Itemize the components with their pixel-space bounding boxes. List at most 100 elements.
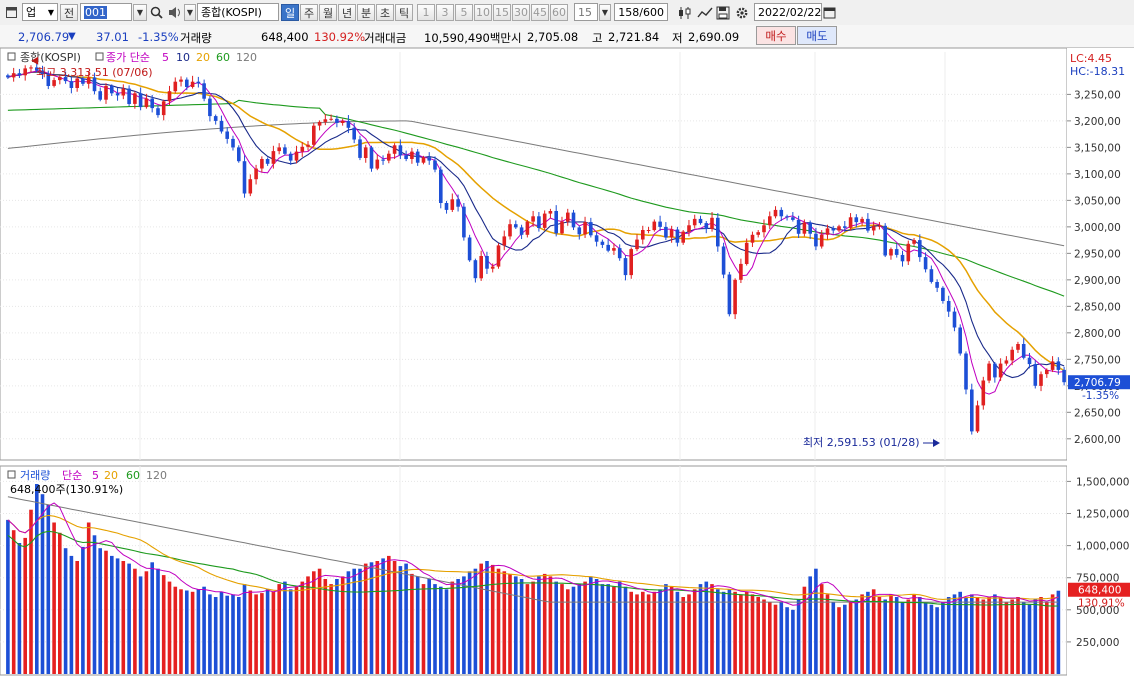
candle-body: [998, 363, 1003, 378]
volume-legend-5: 5: [92, 469, 99, 482]
candle-body: [156, 108, 160, 116]
prev-button[interactable]: 전: [60, 4, 78, 21]
volume-bar: [687, 594, 691, 674]
interval-button-1[interactable]: 1: [417, 4, 435, 21]
volume-bar: [415, 576, 420, 674]
volume-bar: [496, 568, 501, 674]
volume-bar: [29, 509, 33, 674]
save-icon[interactable]: [714, 4, 731, 21]
volume-bar: [254, 594, 258, 674]
max-annotation: 최고 3,313.51 (07/06): [36, 66, 153, 79]
volume-bar: [265, 589, 270, 674]
candle-body: [993, 363, 997, 378]
buy-button[interactable]: 매수: [756, 26, 796, 45]
candle-body: [762, 225, 766, 233]
volume-bar: [675, 591, 680, 674]
volume-bar: [156, 568, 160, 674]
volume-bar: [456, 579, 460, 674]
interval-button-3[interactable]: 3: [436, 4, 454, 21]
candlestick-icon[interactable]: [676, 4, 693, 21]
volume-bar: [121, 561, 126, 674]
candle-body: [92, 77, 97, 92]
code-input[interactable]: 001: [80, 3, 132, 21]
volume-bar: [808, 576, 812, 674]
candle-body: [554, 211, 558, 234]
volume-bar: [110, 555, 114, 674]
search-icon[interactable]: [148, 4, 165, 21]
amount-value: 10,590,490백만: [424, 31, 512, 45]
interval-button-5[interactable]: 5: [455, 4, 473, 21]
candle-body: [519, 227, 524, 235]
stock-name-field[interactable]: 종합(KOSPI): [197, 3, 279, 21]
volume-bar: [779, 602, 784, 674]
volume-bar: [819, 584, 824, 674]
candle-body: [404, 155, 408, 159]
candle-body: [254, 168, 258, 180]
calendar-icon[interactable]: [821, 4, 838, 21]
volume-bar: [773, 604, 778, 674]
candle-body: [935, 282, 939, 288]
interval-button-45[interactable]: 45: [531, 4, 549, 21]
period-tab-3[interactable]: 년: [338, 4, 356, 21]
candle-body: [831, 228, 836, 231]
candle-body: [970, 389, 974, 432]
candle-body: [352, 127, 356, 140]
sell-button[interactable]: 매도: [797, 26, 837, 45]
interval-button-60[interactable]: 60: [550, 4, 568, 21]
interval-dropdown-button[interactable]: ▼: [599, 4, 611, 21]
volume-bar: [681, 597, 685, 674]
market-select[interactable]: 업 ▼: [22, 3, 58, 21]
price-change-pct: -1.35%: [138, 30, 179, 44]
speaker-dropdown-button[interactable]: ▼: [184, 4, 196, 21]
candle-body: [768, 216, 772, 226]
volume-tick-label: 750,000: [1076, 573, 1119, 585]
volume-bar: [606, 584, 610, 674]
candle-body: [410, 151, 414, 159]
count-field[interactable]: 158/600: [614, 3, 668, 21]
candle-body: [502, 236, 507, 246]
candle-body: [121, 88, 126, 96]
candle-body: [744, 242, 749, 264]
speaker-icon[interactable]: [166, 4, 183, 21]
volume-bar: [167, 581, 172, 674]
volume-bar: [554, 581, 558, 674]
candle-body: [779, 209, 784, 217]
volume-bar: [762, 599, 766, 674]
candle-body: [681, 231, 685, 243]
period-tab-4[interactable]: 분: [357, 4, 375, 21]
gear-icon[interactable]: [733, 4, 750, 21]
interval-button-10[interactable]: 10: [474, 4, 492, 21]
volume-bar: [323, 579, 328, 674]
interval-select[interactable]: 15: [574, 3, 598, 21]
price-tick-label: 2,600,00: [1074, 434, 1121, 446]
candle-body: [537, 216, 541, 228]
volume-bar: [1004, 602, 1009, 674]
period-tab-0[interactable]: 일: [281, 4, 299, 21]
period-tab-2[interactable]: 월: [319, 4, 337, 21]
candle-body: [52, 80, 56, 86]
interval-button-30[interactable]: 30: [512, 4, 530, 21]
volume-bar: [58, 532, 62, 674]
period-tab-5[interactable]: 초: [376, 4, 394, 21]
candle-body: [796, 220, 801, 234]
interval-button-15[interactable]: 15: [493, 4, 511, 21]
period-tab-6[interactable]: 틱: [395, 4, 413, 21]
candle-body: [329, 118, 333, 120]
line-chart-icon[interactable]: [696, 4, 713, 21]
candle-body: [300, 146, 305, 152]
volume-legend-title: 거래량: [20, 469, 50, 482]
square-icon[interactable]: [3, 4, 20, 21]
code-dropdown-button[interactable]: ▼: [133, 4, 147, 21]
date-field[interactable]: 2022/02/22: [754, 3, 822, 21]
candle-body: [912, 240, 916, 244]
period-tab-1[interactable]: 주: [300, 4, 318, 21]
candle-body: [248, 179, 253, 194]
candle-body: [894, 249, 899, 255]
candle-body: [871, 226, 876, 231]
volume-bar: [369, 562, 374, 674]
volume-bar: [288, 589, 293, 674]
chart-area[interactable]: 2,600,002,650,002,700,002,750,002,800,00…: [0, 48, 1134, 677]
price-panel: [0, 48, 1068, 461]
candle-body: [900, 254, 905, 262]
interval-value: 15: [578, 5, 592, 19]
